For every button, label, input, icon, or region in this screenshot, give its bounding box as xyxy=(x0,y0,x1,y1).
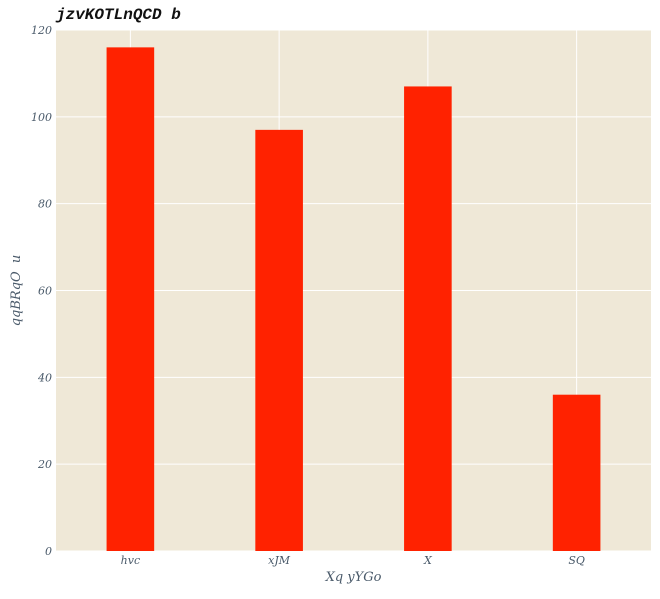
x-tick-label: hvc xyxy=(121,554,140,567)
y-tick-label: 80 xyxy=(38,198,52,211)
bar-SQ xyxy=(552,394,601,551)
y-tick-label: 0 xyxy=(45,545,52,558)
x-tick-label: SQ xyxy=(568,554,585,567)
x-tick-label: xJM xyxy=(268,554,291,567)
y-tick-label: 60 xyxy=(38,285,52,298)
x-tick-label: X xyxy=(423,554,433,567)
y-tick-label: 120 xyxy=(31,24,52,37)
x-axis-title: Xq yYGo xyxy=(325,570,382,585)
y-axis-title: qqBRqO u xyxy=(9,255,24,327)
bar-X xyxy=(404,86,452,552)
y-tick-label: 100 xyxy=(31,111,52,124)
bar-hvc xyxy=(106,47,155,551)
y-tick-label: 20 xyxy=(37,458,52,471)
chart-title: jzvKOTLnQCD b xyxy=(56,6,181,24)
bar-xJM xyxy=(255,129,303,551)
y-tick-label: 40 xyxy=(37,371,52,384)
